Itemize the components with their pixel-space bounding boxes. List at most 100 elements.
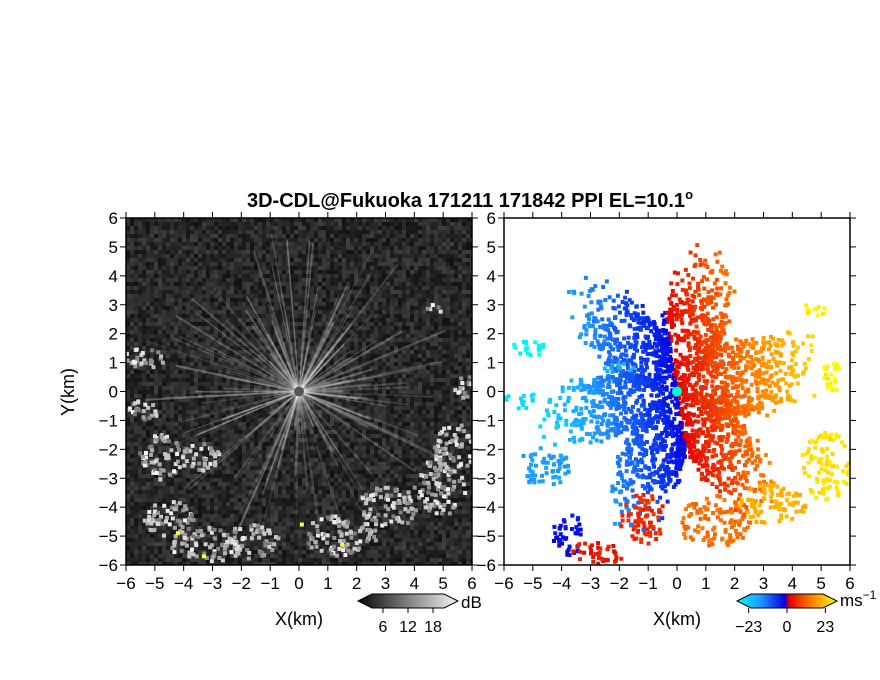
snr-noise-cell: [370, 342, 374, 346]
snr-noise-cell: [150, 258, 154, 262]
snr-noise-cell: [266, 394, 270, 398]
snr-noise-cell: [442, 386, 446, 390]
snr-noise-cell: [302, 286, 306, 290]
snr-noise-cell: [198, 370, 202, 374]
snr-noise-cell: [250, 414, 254, 418]
snr-noise-cell: [294, 330, 298, 334]
snr-noise-cell: [414, 398, 418, 402]
snr-noise-cell: [198, 306, 202, 310]
snr-noise-cell: [354, 306, 358, 310]
snr-noise-cell: [290, 354, 294, 358]
snr-noise-cell: [218, 398, 222, 402]
snr-noise-cell: [306, 246, 310, 250]
snr-noise-cell: [174, 422, 178, 426]
snr-noise-cell: [174, 414, 178, 418]
snr-noise-cell: [286, 322, 290, 326]
snr-noise-cell: [386, 326, 390, 330]
snr-noise-cell: [190, 354, 194, 358]
snr-noise-cell: [278, 426, 282, 430]
snr-noise-cell: [354, 350, 358, 354]
snr-noise-cell: [266, 290, 270, 294]
snr-noise-cell: [322, 410, 326, 414]
snr-noise-cell: [382, 382, 386, 386]
snr-noise-cell: [402, 218, 406, 222]
snr-noise-cell: [166, 314, 170, 318]
snr-noise-cell: [438, 250, 442, 254]
snr-noise-cell: [326, 242, 330, 246]
snr-noise-cell: [246, 290, 250, 294]
snr-noise-cell: [310, 278, 314, 282]
snr-noise-cell: [178, 226, 182, 230]
snr-noise-cell: [142, 342, 146, 346]
snr-noise-cell: [138, 402, 142, 406]
snr-noise-cell: [138, 242, 142, 246]
snr-noise-cell: [186, 434, 190, 438]
snr-noise-cell: [238, 262, 242, 266]
snr-noise-cell: [370, 318, 374, 322]
snr-noise-cell: [422, 290, 426, 294]
snr-noise-cell: [270, 290, 274, 294]
snr-noise-cell: [246, 346, 250, 350]
snr-noise-cell: [466, 262, 470, 266]
snr-noise-cell: [274, 334, 278, 338]
snr-noise-cell: [390, 322, 394, 326]
snr-noise-cell: [226, 390, 230, 394]
snr-noise-cell: [330, 242, 334, 246]
snr-noise-cell: [378, 362, 382, 366]
snr-noise-cell: [426, 334, 430, 338]
snr-noise-cell: [182, 230, 186, 234]
snr-noise-cell: [302, 274, 306, 278]
snr-noise-cell: [194, 418, 198, 422]
snr-noise-cell: [238, 222, 242, 226]
snr-noise-cell: [246, 322, 250, 326]
snr-noise-cell: [238, 366, 242, 370]
snr-noise-cell: [438, 418, 442, 422]
snr-noise-cell: [130, 366, 134, 370]
snr-noise-cell: [138, 226, 142, 230]
snr-noise-cell: [150, 438, 154, 442]
snr-noise-cell: [430, 414, 434, 418]
snr-noise-cell: [458, 314, 462, 318]
snr-noise-cell: [334, 262, 338, 266]
snr-noise-cell: [226, 306, 230, 310]
snr-noise-cell: [126, 254, 130, 258]
snr-noise-cell: [366, 354, 370, 358]
snr-noise-cell: [298, 314, 302, 318]
snr-noise-cell: [150, 334, 154, 338]
snr-noise-cell: [138, 326, 142, 330]
snr-noise-cell: [454, 406, 458, 410]
snr-noise-cell: [366, 246, 370, 250]
snr-noise-cell: [254, 282, 258, 286]
snr-noise-cell: [410, 350, 414, 354]
snr-noise-cell: [298, 258, 302, 262]
snr-noise-cell: [166, 342, 170, 346]
snr-noise-cell: [202, 278, 206, 282]
snr-noise-cell: [414, 318, 418, 322]
snr-noise-cell: [138, 298, 142, 302]
snr-noise-cell: [302, 346, 306, 350]
snr-noise-cell: [130, 342, 134, 346]
snr-noise-cell: [446, 334, 450, 338]
snr-noise-cell: [382, 234, 386, 238]
snr-noise-cell: [190, 378, 194, 382]
snr-noise-cell: [154, 222, 158, 226]
snr-noise-cell: [154, 426, 158, 430]
snr-noise-cell: [314, 230, 318, 234]
snr-noise-cell: [298, 338, 302, 342]
snr-noise-cell: [418, 286, 422, 290]
snr-noise-cell: [422, 242, 426, 246]
snr-noise-cell: [218, 358, 222, 362]
snr-noise-cell: [154, 278, 158, 282]
snr-noise-cell: [186, 322, 190, 326]
snr-noise-cell: [178, 306, 182, 310]
snr-noise-cell: [394, 418, 398, 422]
snr-noise-cell: [398, 438, 402, 442]
snr-noise-cell: [346, 218, 350, 222]
snr-noise-cell: [182, 378, 186, 382]
snr-noise-cell: [310, 442, 314, 446]
snr-noise-cell: [426, 226, 430, 230]
snr-noise-cell: [310, 226, 314, 230]
snr-noise-cell: [190, 346, 194, 350]
snr-noise-cell: [126, 442, 130, 446]
snr-noise-cell: [230, 234, 234, 238]
